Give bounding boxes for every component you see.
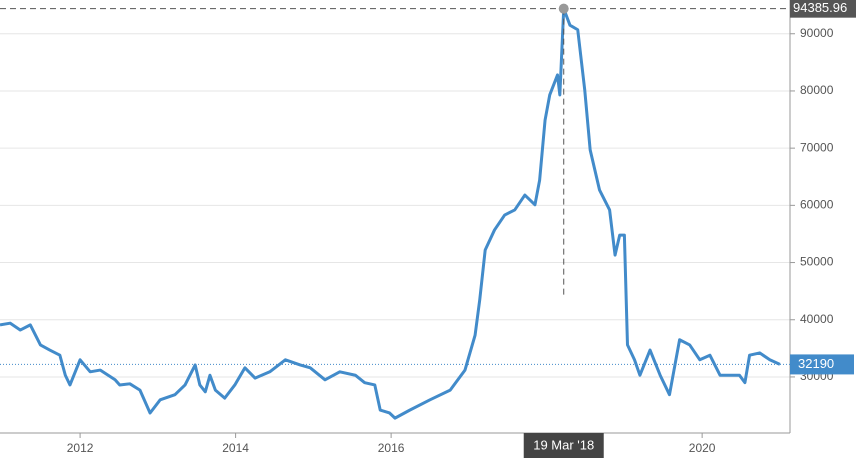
last-value-label: 32190: [798, 356, 834, 371]
y-tick-label: 70000: [800, 140, 834, 154]
peak-marker: [558, 3, 569, 14]
crosshair-date-box: [523, 433, 604, 458]
line-series: [0, 7, 781, 420]
peak-value-label: 94385.96: [793, 0, 847, 15]
last-value-box: [790, 354, 854, 375]
y-tick-label: 50000: [800, 255, 834, 269]
y-tick-label: 60000: [800, 198, 834, 212]
x-tick-label: 2014: [222, 441, 249, 455]
peak-value-box: [790, 0, 856, 18]
y-tick-label: 40000: [800, 312, 834, 326]
y-tick-label: 80000: [800, 83, 834, 97]
crosshair-date-label: 19 Mar '18: [533, 437, 594, 452]
y-tick-label: 90000: [800, 26, 834, 40]
x-tick-label: 2020: [689, 441, 716, 455]
x-tick-label: 2016: [378, 441, 405, 455]
x-tick-label: 2012: [67, 441, 94, 455]
